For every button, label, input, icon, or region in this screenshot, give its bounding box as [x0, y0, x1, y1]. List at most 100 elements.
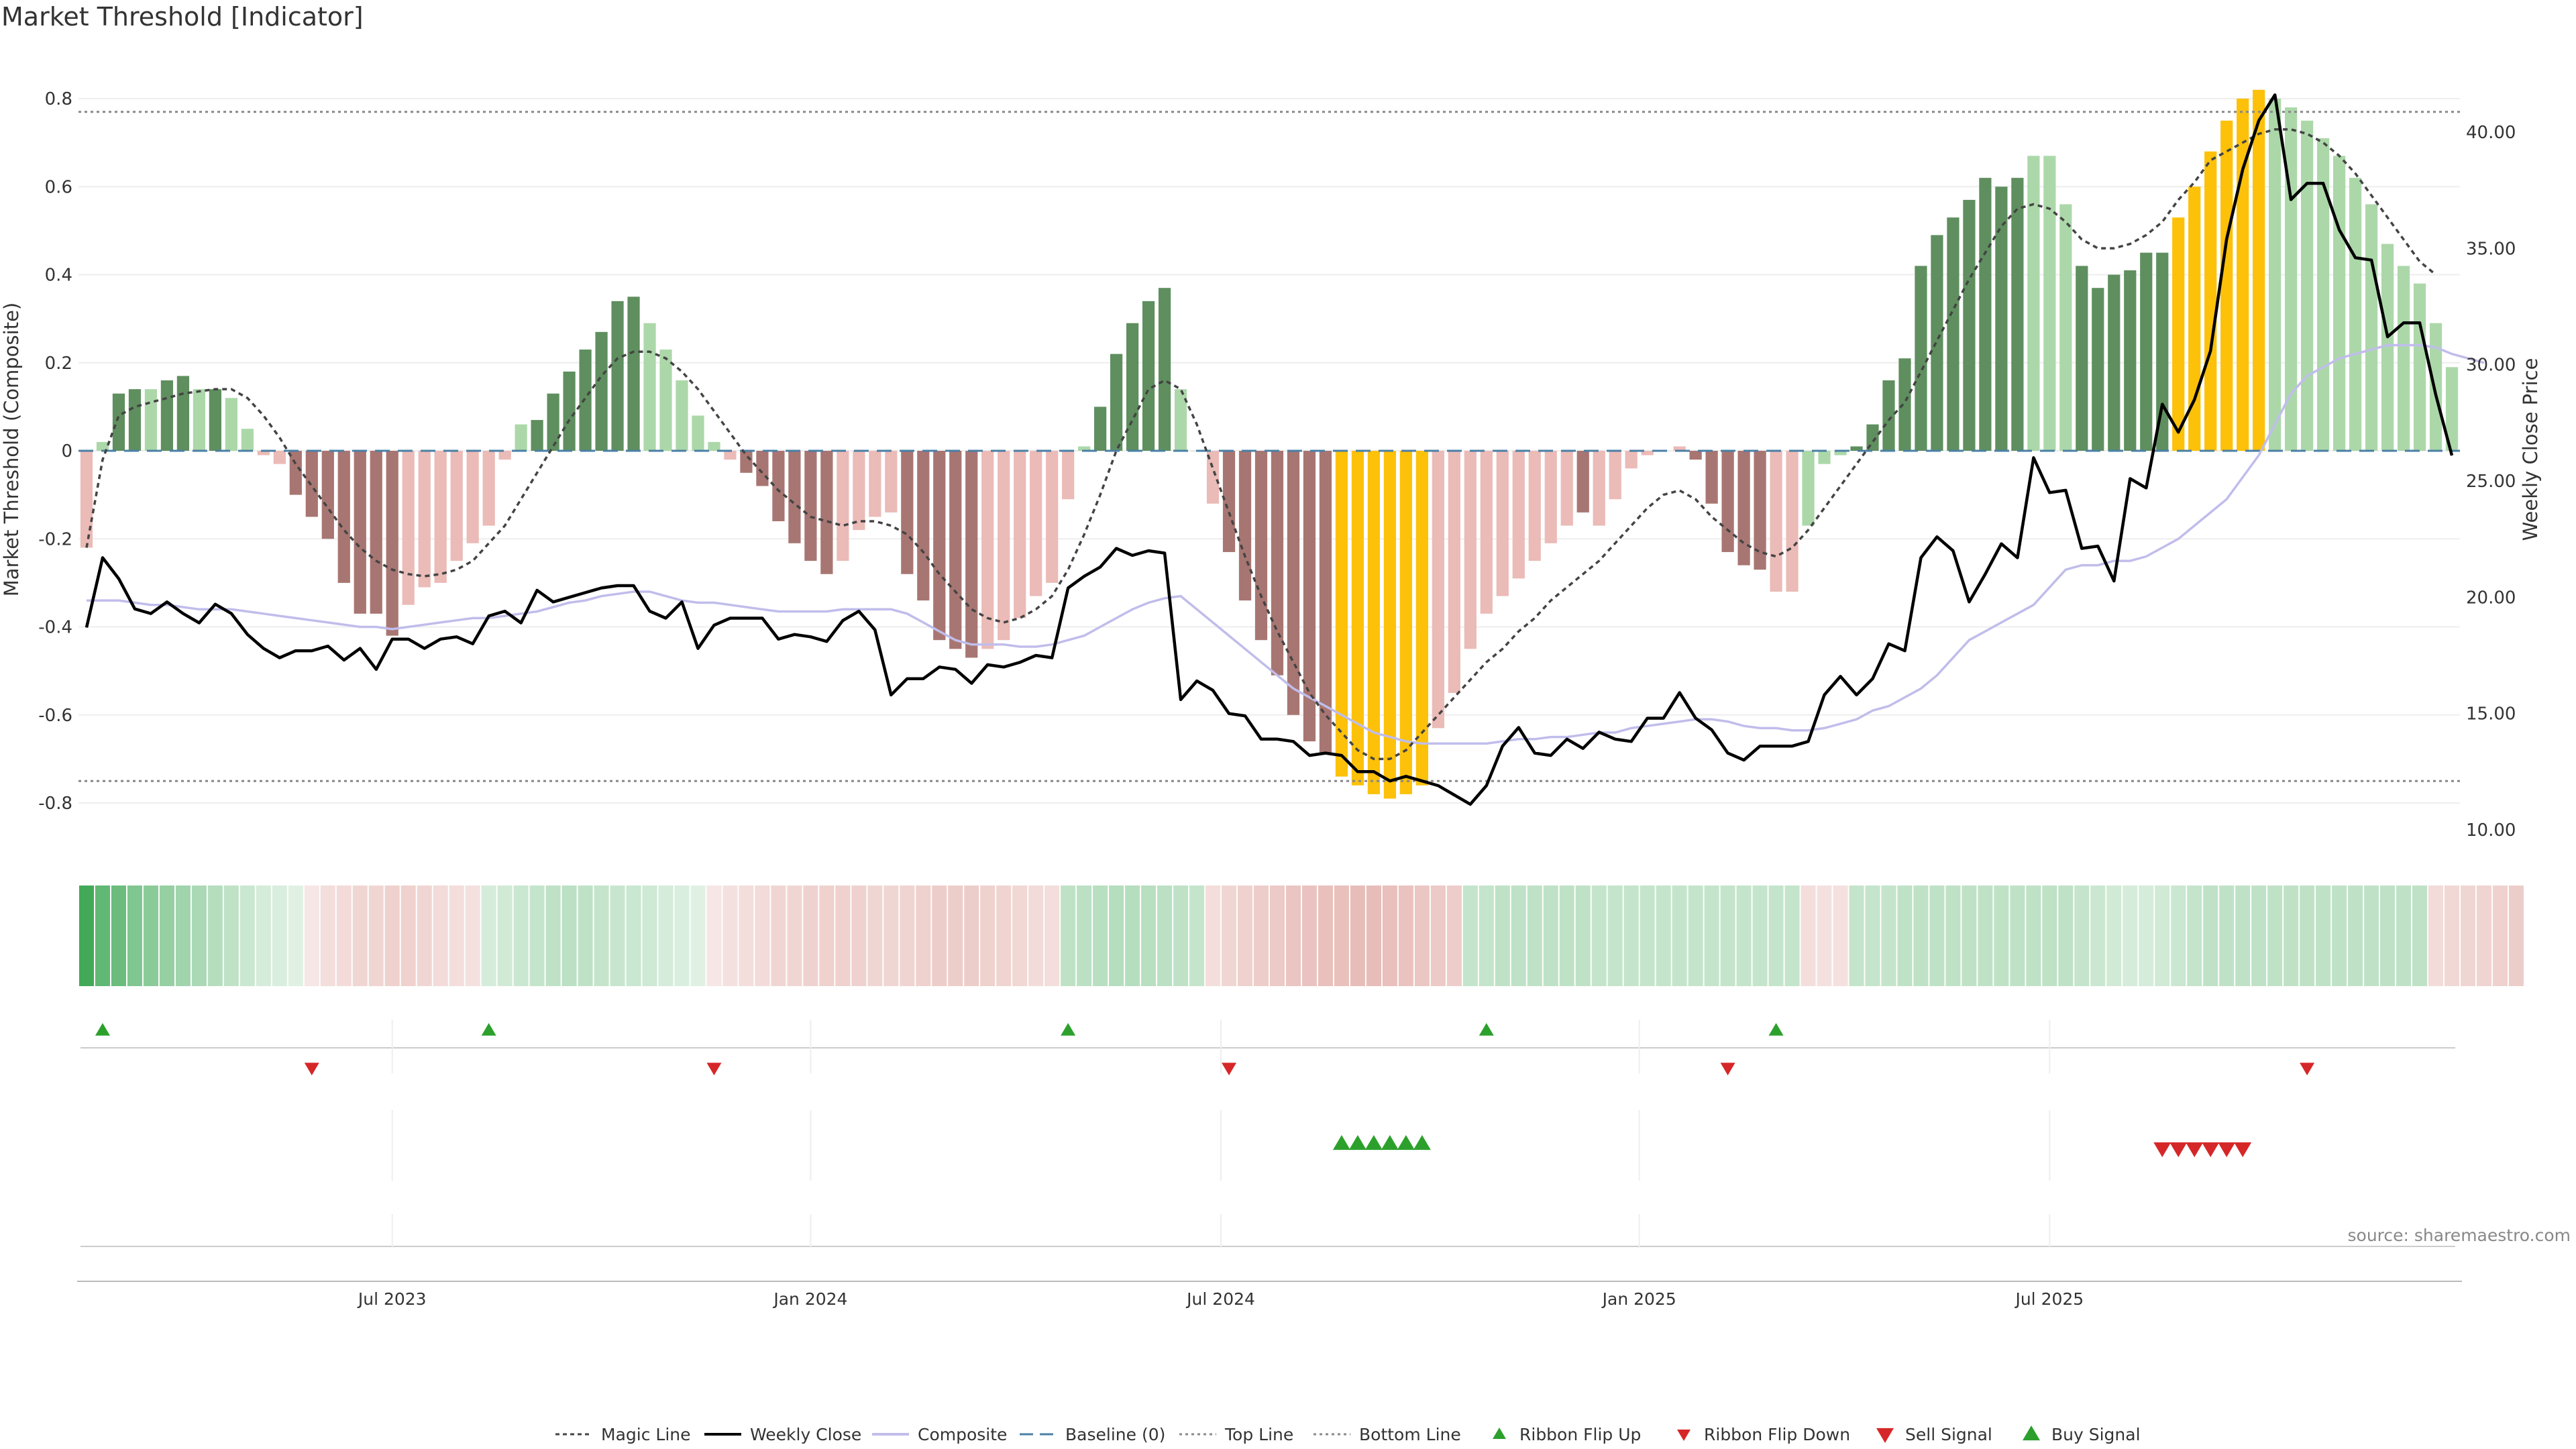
- composite-bar: [257, 451, 270, 455]
- x-tick-label: Jul 2025: [2014, 1289, 2084, 1309]
- ribbon-cell: [545, 885, 561, 986]
- ribbon-cell: [1688, 885, 1703, 986]
- composite-bar: [1432, 451, 1444, 729]
- composite-bar: [708, 441, 720, 451]
- composite-bar: [1689, 451, 1702, 460]
- legend-item: Baseline (0): [1020, 1425, 1165, 1444]
- ribbon-flip-up-marker: [481, 1023, 496, 1036]
- composite-bar: [595, 331, 608, 451]
- composite-bar: [1094, 407, 1107, 451]
- buy-signal-marker: [1413, 1135, 1431, 1150]
- composite-bar: [1303, 451, 1316, 742]
- composite-bar: [998, 451, 1010, 641]
- ribbon-cell: [2219, 885, 2235, 986]
- composite-bar: [676, 380, 688, 451]
- y-tick-right: 30.00: [2466, 356, 2516, 376]
- legend-label: Ribbon Flip Down: [1704, 1425, 1850, 1444]
- sell-signal-marker: [2186, 1142, 2204, 1157]
- legend-item: Sell Signal: [1876, 1425, 1992, 1444]
- ribbon-cell: [2476, 885, 2492, 986]
- ribbon-cell: [2348, 885, 2363, 986]
- composite-bar: [1110, 354, 1123, 451]
- composite-bar: [305, 451, 318, 517]
- composite-bar: [2027, 156, 2040, 451]
- y-tick-left: 0.6: [45, 177, 72, 197]
- legend-label: Composite: [918, 1425, 1007, 1444]
- composite-bar: [289, 451, 302, 495]
- ribbon-cell: [1285, 885, 1301, 986]
- ribbon-cell: [1994, 885, 2009, 986]
- composite-bar: [1721, 451, 1734, 552]
- composite-bar: [337, 451, 350, 583]
- ribbon-cell: [207, 885, 223, 986]
- composite-bar: [1415, 451, 1428, 786]
- ribbon-cell: [1318, 885, 1333, 986]
- legend-label: Top Line: [1224, 1425, 1293, 1444]
- ribbon-cell: [352, 885, 368, 986]
- x-tick-label: Jan 2024: [772, 1289, 847, 1309]
- composite-bar: [80, 451, 93, 548]
- composite-bar: [402, 451, 415, 605]
- composite-bar: [820, 451, 833, 574]
- ribbon-cell: [1833, 885, 1848, 986]
- ribbon-cell: [127, 885, 142, 986]
- ribbon-cell: [1012, 885, 1028, 986]
- ribbon-cell: [336, 885, 352, 986]
- sell-signal-marker: [2234, 1142, 2252, 1157]
- composite-bar: [144, 389, 158, 451]
- ribbon-flip-up-marker: [1768, 1023, 1784, 1036]
- ribbon-cell: [948, 885, 963, 986]
- ribbon-cell: [1736, 885, 1752, 986]
- ribbon-cell: [2235, 885, 2251, 986]
- ribbon-cell: [1720, 885, 1735, 986]
- ribbon-cell: [594, 885, 609, 986]
- y-tick-left: 0.2: [45, 354, 72, 374]
- composite-bar: [1399, 451, 1412, 794]
- ribbon-cell: [78, 885, 95, 986]
- ribbon-cell: [159, 885, 174, 986]
- legend-item: Ribbon Flip Up: [1493, 1425, 1641, 1444]
- composite-bar: [128, 389, 142, 451]
- composite-bar: [611, 301, 624, 451]
- composite-bar: [2301, 120, 2314, 451]
- composite-bar: [547, 393, 559, 451]
- composite-bar: [1625, 451, 1638, 469]
- ribbon-cell: [1414, 885, 1430, 986]
- composite-bar: [1882, 380, 1895, 451]
- ribbon-cell: [835, 885, 851, 986]
- composite-bar: [1705, 451, 1718, 504]
- ribbon-cell: [95, 885, 111, 986]
- composite-bar: [579, 350, 592, 451]
- composite-bar: [1560, 451, 1573, 526]
- ribbon-cell: [1543, 885, 1558, 986]
- composite-bar: [1254, 451, 1268, 641]
- legend: Magic Line Weekly Close Composite Baseline …: [555, 1425, 2141, 1444]
- ribbon-cell: [175, 885, 191, 986]
- y-ticks-right: 40.00 35.00 30.00 25.00 20.00 15.00 10.00: [2466, 123, 2516, 841]
- ribbon-cell: [2267, 885, 2283, 986]
- x-tick-label: Jul 2023: [357, 1289, 427, 1309]
- y-tick-right: 35.00: [2466, 239, 2516, 259]
- signal-panel: [80, 1135, 2455, 1247]
- magic-line: [85, 128, 2437, 761]
- ribbon-cell: [1591, 885, 1607, 986]
- ribbon-cell: [2171, 885, 2186, 986]
- ribbon-cell: [2042, 885, 2057, 986]
- composite-bar: [2253, 89, 2265, 451]
- composite-bar: [1319, 451, 1332, 755]
- ribbon-cell: [819, 885, 835, 986]
- y-tick-left: -0.2: [38, 529, 72, 549]
- composite-bar: [450, 451, 463, 561]
- ribbon-cell: [1366, 885, 1381, 986]
- composite-bar: [498, 451, 511, 460]
- ribbon-cell: [803, 885, 818, 986]
- composite-bar: [2140, 252, 2153, 451]
- reference-lines: [78, 111, 2460, 782]
- composite-bar: [2317, 138, 2330, 451]
- composite-bar: [563, 371, 576, 451]
- ribbon-cell: [674, 885, 690, 986]
- ribbon-cell: [1865, 885, 1880, 986]
- ribbon-cell: [626, 885, 641, 986]
- composite-bar: [1818, 451, 1831, 464]
- ribbon-cell: [1479, 885, 1494, 986]
